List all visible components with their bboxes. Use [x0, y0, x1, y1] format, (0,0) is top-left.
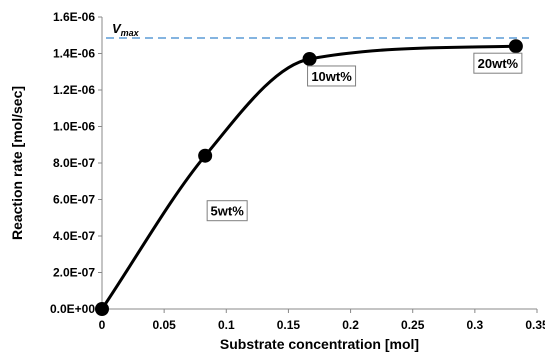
data-point — [302, 51, 317, 66]
x-tick-label: 0.05 — [152, 318, 176, 332]
y-tick-label: 1.6E-06 — [53, 10, 95, 24]
y-tick-label: 6.0E-07 — [53, 193, 95, 207]
annotation-label: 5wt% — [211, 204, 245, 219]
y-tick-label: 1.2E-06 — [53, 83, 95, 97]
annotation-label: 20wt% — [478, 56, 519, 71]
y-tick-labels: 0.0E+00 2.0E-07 4.0E-07 6.0E-07 8.0E-07 1.0E-… — [50, 10, 102, 316]
axes — [101, 17, 537, 310]
data-points — [95, 39, 523, 316]
x-axis-title: Substrate concentration [mol] — [220, 336, 419, 352]
data-point — [198, 148, 213, 163]
data-curve — [100, 44, 516, 310]
point-annotations: 5wt% 10wt% 20wt% — [206, 52, 523, 222]
y-tick-label: 8.0E-07 — [53, 156, 95, 170]
annotation-box — [473, 52, 523, 74]
vmax-label: Vmax — [112, 21, 140, 38]
vmax-reference: Vmax — [106, 21, 529, 39]
y-tick-label: 1.4E-06 — [53, 47, 95, 61]
x-tick-label: 0.35 — [525, 318, 545, 332]
y-tick-label: 0.0E+00 — [50, 302, 95, 316]
data-point — [95, 302, 109, 316]
x-tick-label: 0 — [99, 318, 106, 332]
annotation-box — [206, 200, 248, 222]
y-axis-title: Reaction rate [mol/sec] — [9, 86, 25, 240]
x-tick-label: 0.3 — [467, 318, 484, 332]
x-tick-label: 0.15 — [277, 318, 301, 332]
y-tick-label: 2.0E-07 — [53, 266, 95, 280]
y-tick-label: 4.0E-07 — [53, 229, 95, 243]
y-tick-label: 1.0E-06 — [53, 120, 95, 134]
x-tick-label: 0.1 — [218, 318, 235, 332]
x-tick-label: 0.2 — [342, 318, 359, 332]
series-line — [100, 44, 516, 310]
annotation-label: 10wt% — [311, 69, 352, 84]
x-tick-labels: 0 0.05 0.1 0.15 0.2 0.25 0.3 0.35 — [99, 309, 545, 332]
x-tick-label: 0.25 — [401, 318, 425, 332]
data-point — [508, 39, 523, 54]
annotation-box — [307, 65, 357, 87]
